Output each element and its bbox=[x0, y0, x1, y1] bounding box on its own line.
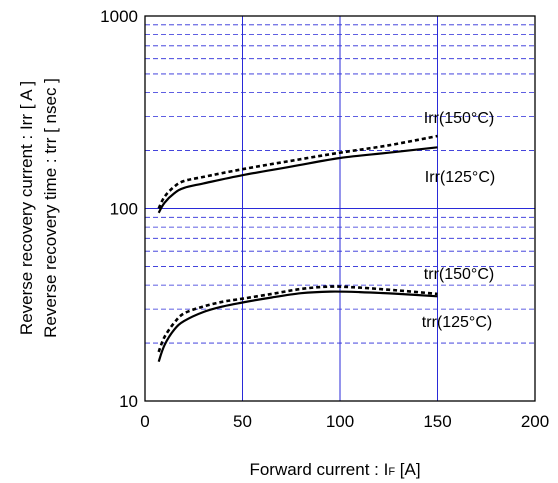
label-trr-125c: trr(125°C) bbox=[422, 314, 492, 331]
y-axis-title-current: Reverse recovery current : Irr [ A ] bbox=[17, 81, 36, 335]
y-tick-label: 1000 bbox=[100, 7, 138, 26]
grid bbox=[145, 16, 535, 401]
series-labels: Irr(150°C) Irr(125°C) trr(150°C) trr(125°C) bbox=[422, 110, 495, 331]
irr-125c-line bbox=[157, 146, 438, 214]
series-lines bbox=[157, 134, 438, 363]
x-tick-label: 100 bbox=[326, 412, 354, 431]
label-irr-125c: Irr(125°C) bbox=[425, 169, 495, 186]
x-tick-label: 200 bbox=[521, 412, 549, 431]
x-axis-title: Forward current : IF [A] bbox=[249, 460, 420, 479]
y-axis-title-time: Reverse recovery time : trr [ nsec ] bbox=[41, 78, 60, 338]
x-tick-label: 0 bbox=[140, 412, 149, 431]
x-tick-label: 150 bbox=[423, 412, 451, 431]
y-tick-label: 100 bbox=[110, 200, 138, 219]
trr-150c-line bbox=[157, 285, 438, 353]
trr-125c-line bbox=[157, 290, 438, 363]
irr-150c-line bbox=[157, 134, 438, 210]
x-tick-label: 50 bbox=[233, 412, 252, 431]
plot-frame bbox=[144, 15, 536, 402]
label-irr-150c: Irr(150°C) bbox=[424, 110, 494, 127]
axis-ticks: 0 50 100 150 200 10 100 1000 bbox=[100, 7, 549, 431]
label-trr-150c: trr(150°C) bbox=[424, 266, 494, 283]
y-tick-label: 10 bbox=[119, 392, 138, 411]
